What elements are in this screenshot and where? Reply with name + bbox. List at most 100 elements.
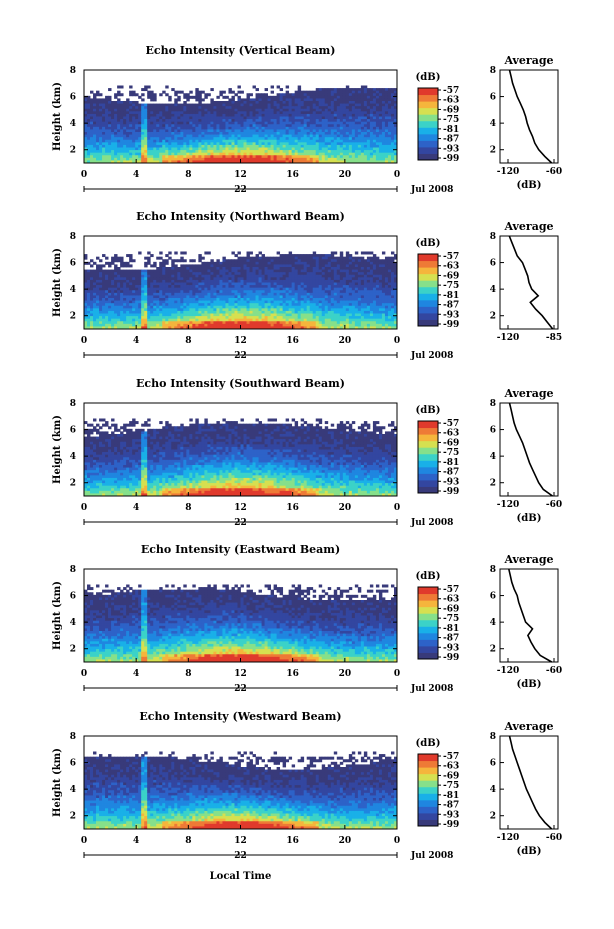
heatmap-cell — [321, 139, 326, 143]
heatmap-cell — [111, 113, 115, 117]
heatmap-cell — [207, 308, 211, 312]
heatmap-cell — [150, 277, 154, 281]
heatmap-cell — [132, 303, 136, 307]
heatmap-cell — [306, 113, 311, 117]
heatmap-cell — [153, 121, 157, 125]
heatmap-cell — [384, 137, 389, 141]
heatmap-cell — [111, 106, 115, 110]
heatmap-cell — [225, 124, 229, 128]
heatmap-cell — [273, 274, 278, 278]
heatmap-cell — [147, 139, 151, 143]
heatmap-cell — [276, 95, 281, 99]
heatmap-cell — [321, 157, 326, 161]
heatmap-cell — [261, 144, 265, 148]
heatmap-cell — [90, 285, 94, 289]
heatmap-cell — [180, 290, 184, 294]
heatmap-cell — [321, 137, 326, 141]
heatmap-cell — [354, 155, 359, 159]
heatmap-cell — [297, 119, 302, 123]
heatmap-cell — [393, 160, 398, 164]
heatmap-cell — [237, 119, 241, 123]
heatmap-cell — [204, 292, 208, 296]
heatmap-cell — [93, 155, 97, 159]
heatmap-cell — [300, 292, 305, 296]
heatmap-cell — [318, 95, 323, 99]
heatmap-cell — [291, 303, 296, 307]
heatmap-cell — [270, 152, 275, 156]
heatmap-cell — [195, 310, 199, 314]
heatmap-cell — [102, 285, 106, 289]
heatmap-cell — [213, 137, 217, 141]
heatmap-cell — [201, 111, 205, 115]
heatmap-cell — [363, 147, 368, 151]
heatmap-cell — [144, 323, 148, 327]
heatmap-cell — [252, 308, 256, 312]
heatmap-cell — [87, 279, 91, 283]
heatmap-cell — [294, 155, 299, 159]
heatmap-cell — [183, 292, 187, 296]
heatmap-cell — [357, 134, 362, 138]
heatmap-cell — [276, 98, 281, 102]
heatmap-cell — [174, 326, 178, 330]
heatmap-cell — [324, 157, 329, 161]
heatmap-cell — [306, 264, 311, 268]
heatmap-cell — [324, 103, 329, 107]
heatmap-cell — [306, 282, 311, 286]
heatmap-cell — [360, 101, 365, 104]
heatmap-cell — [183, 279, 187, 283]
heatmap-cell — [306, 285, 311, 289]
heatmap-cell — [123, 150, 127, 154]
heatmap-cell — [210, 103, 214, 107]
heatmap-cell — [129, 282, 133, 286]
heatmap-cell — [372, 119, 377, 123]
heatmap-cell — [366, 157, 371, 161]
heatmap-cell — [219, 261, 223, 265]
heatmap-cell — [111, 111, 115, 115]
heatmap-cell — [276, 129, 281, 133]
heatmap-cell — [234, 323, 238, 327]
heatmap-cell — [246, 295, 250, 299]
heatmap-cell — [285, 277, 290, 281]
heatmap-cell — [315, 259, 320, 263]
heatmap-cell — [237, 285, 241, 289]
heatmap-cell — [228, 290, 232, 294]
heatmap-cell — [255, 124, 259, 128]
heatmap-cell — [165, 277, 169, 281]
heatmap-cell — [147, 103, 151, 107]
heatmap-cell — [153, 126, 157, 130]
heatmap-cell — [282, 323, 287, 327]
heatmap-cell — [177, 267, 181, 270]
heatmap-cell — [228, 101, 232, 104]
heatmap-cell — [321, 152, 326, 156]
heatmap-cell — [375, 132, 380, 135]
heatmap-cell — [159, 298, 163, 301]
heatmap-cell — [123, 310, 127, 314]
heatmap-cell — [213, 300, 217, 304]
heatmap-cell — [366, 103, 371, 107]
heatmap-cell — [147, 85, 151, 89]
heatmap-cell — [303, 326, 308, 330]
heatmap-cell — [117, 113, 121, 117]
heatmap-cell — [312, 279, 317, 283]
heatmap-cell — [360, 152, 365, 156]
heatmap-cell — [357, 119, 362, 123]
heatmap-cell — [288, 152, 293, 156]
heatmap-cell — [141, 152, 145, 156]
heatmap-cell — [366, 150, 371, 154]
heatmap-cell — [93, 316, 97, 320]
heatmap-cell — [264, 259, 268, 263]
heatmap-cell — [129, 101, 133, 104]
heatmap-cell — [228, 90, 232, 94]
heatmap-cell — [99, 137, 103, 141]
heatmap-cell — [327, 108, 332, 112]
heatmap-cell — [105, 124, 109, 128]
heatmap-cell — [204, 326, 208, 330]
heatmap-cell — [336, 101, 341, 104]
heatmap-cell — [147, 323, 151, 327]
heatmap-cell — [291, 272, 296, 276]
heatmap-cell — [93, 272, 97, 276]
heatmap-cell — [102, 108, 106, 112]
heatmap-cell — [312, 292, 317, 296]
heatmap-cell — [348, 95, 353, 99]
heatmap-cell — [99, 93, 103, 97]
